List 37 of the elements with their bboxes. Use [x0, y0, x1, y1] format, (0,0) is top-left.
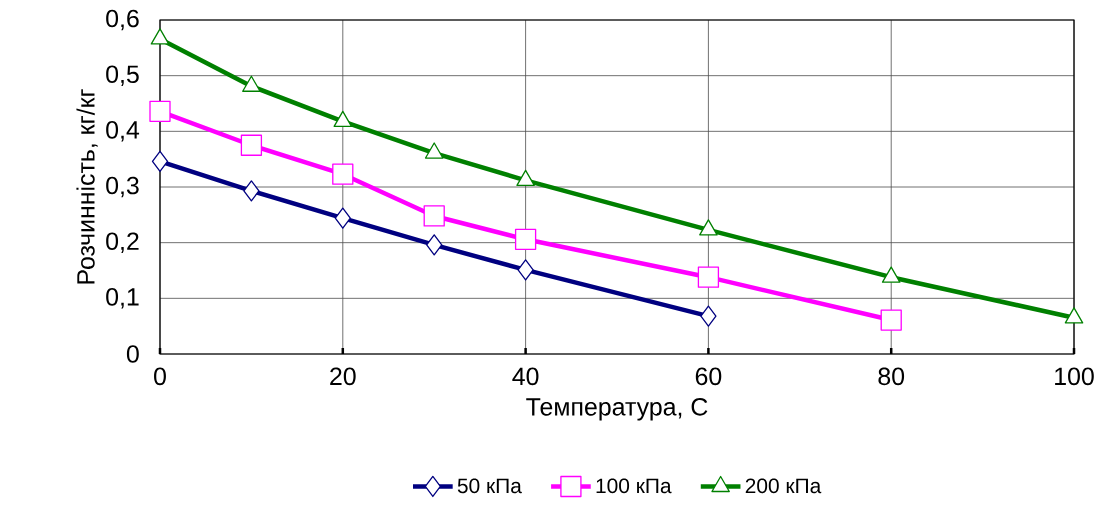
point: [149, 100, 171, 122]
point: [516, 169, 535, 186]
legend-label: 200 кПа: [745, 478, 822, 494]
point: [514, 228, 537, 250]
x-tick-label: 0: [154, 367, 166, 386]
point: [243, 180, 260, 202]
y-tick-label: 0,2: [106, 232, 139, 253]
point: [880, 309, 902, 331]
y-tick-label: 0,3: [106, 176, 139, 198]
point: [242, 75, 261, 92]
point: [423, 205, 445, 227]
point: [334, 207, 351, 229]
legend-label: 50 кПа: [457, 478, 522, 494]
point: [333, 110, 353, 127]
y-axis-title: Розчинність, кг/кг: [76, 89, 98, 284]
y-tick-label: 0,1: [106, 288, 139, 309]
x-axis-title: Температура, С: [526, 398, 708, 421]
point: [332, 163, 354, 185]
y-tick-label: 0,4: [106, 121, 140, 142]
point: [697, 266, 720, 288]
point: [517, 259, 534, 281]
x-tick-label: 20: [330, 367, 356, 386]
point: [699, 219, 718, 236]
x-tick-label: 60: [695, 367, 722, 386]
x-tick-label: 100: [1055, 367, 1094, 386]
legend-label: 100 кПа: [596, 478, 672, 494]
y-tick-label: 0: [126, 345, 139, 363]
point: [424, 142, 444, 159]
y-tick-label: 0,6: [106, 9, 139, 31]
y-tick-label: 0,5: [106, 65, 139, 86]
point: [151, 150, 169, 173]
point: [240, 134, 263, 156]
point: [426, 234, 443, 256]
point: [150, 28, 170, 45]
point: [700, 305, 717, 327]
x-tick-label: 80: [878, 367, 905, 386]
x-tick-label: 40: [512, 367, 539, 386]
